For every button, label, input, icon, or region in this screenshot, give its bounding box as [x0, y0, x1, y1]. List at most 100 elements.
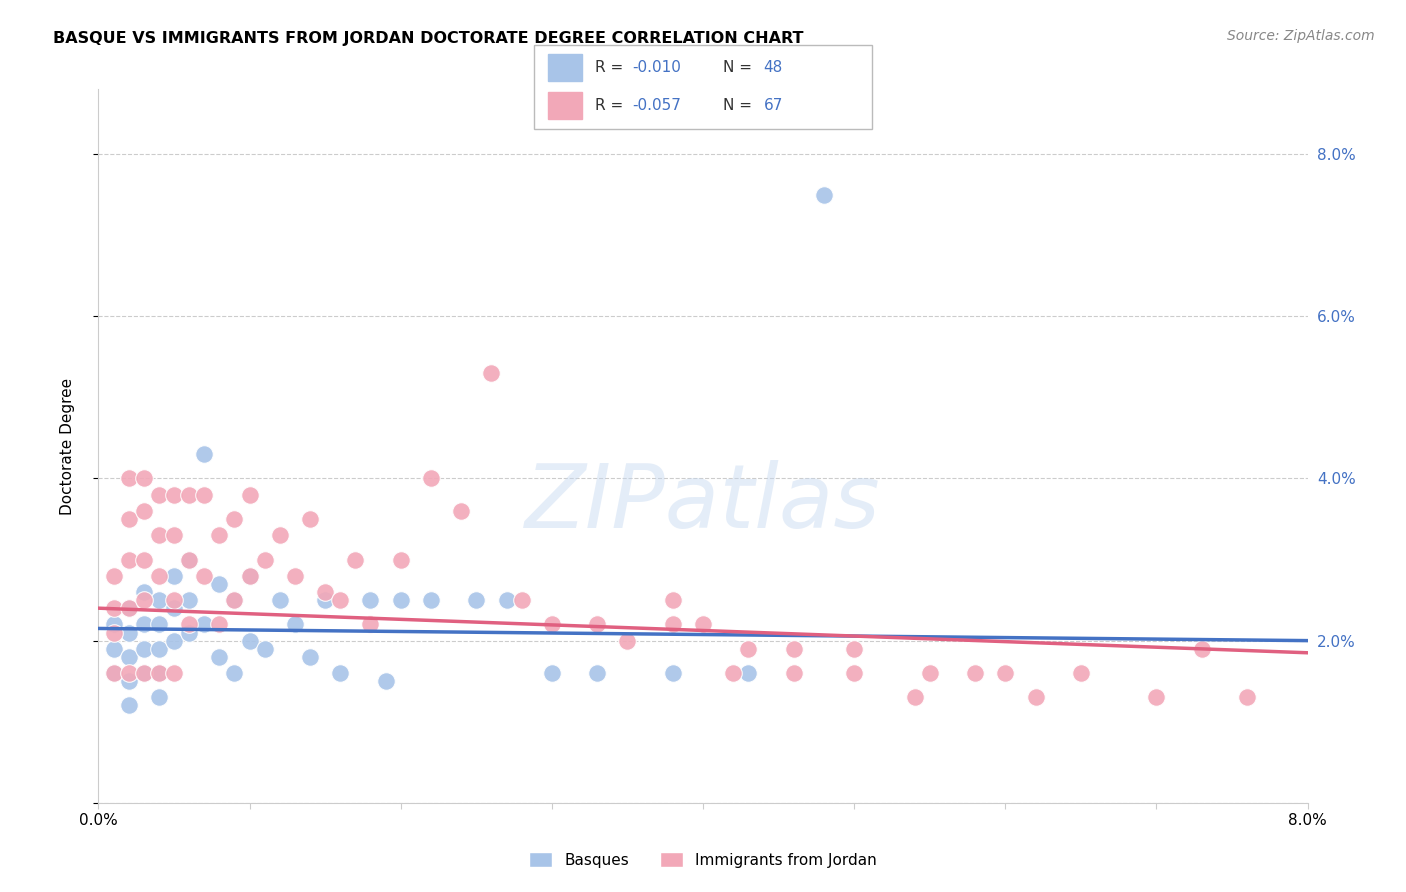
Point	[208, 528, 231, 542]
Point	[253, 552, 276, 566]
Point	[148, 641, 170, 656]
Text: N =: N =	[723, 98, 756, 113]
Point	[163, 666, 186, 681]
Point	[1191, 641, 1213, 656]
Text: BASQUE VS IMMIGRANTS FROM JORDAN DOCTORATE DEGREE CORRELATION CHART: BASQUE VS IMMIGRANTS FROM JORDAN DOCTORA…	[53, 31, 804, 46]
Point	[163, 568, 186, 582]
Point	[163, 601, 186, 615]
Point	[420, 593, 443, 607]
Point	[269, 528, 291, 542]
Point	[661, 593, 683, 607]
Point	[193, 447, 215, 461]
Point	[510, 593, 533, 607]
Point	[224, 666, 246, 681]
Point	[723, 666, 745, 681]
Point	[540, 666, 562, 681]
Point	[103, 601, 125, 615]
Point	[148, 488, 170, 502]
Point	[132, 585, 155, 599]
Point	[329, 593, 352, 607]
Point	[844, 641, 866, 656]
Point	[224, 593, 246, 607]
FancyBboxPatch shape	[534, 45, 872, 129]
Bar	[548, 54, 582, 81]
Point	[314, 593, 336, 607]
Point	[813, 187, 835, 202]
Point	[103, 625, 125, 640]
Point	[692, 617, 714, 632]
Point	[465, 593, 488, 607]
Text: N =: N =	[723, 60, 756, 75]
Point	[253, 641, 276, 656]
Text: -0.010: -0.010	[633, 60, 681, 75]
Point	[103, 568, 125, 582]
Point	[179, 552, 201, 566]
Point	[103, 666, 125, 681]
Point	[193, 617, 215, 632]
Point	[965, 666, 987, 681]
Text: -0.057: -0.057	[633, 98, 681, 113]
Point	[1236, 690, 1258, 705]
Point	[737, 666, 759, 681]
Point	[224, 593, 246, 607]
Point	[389, 552, 412, 566]
Point	[163, 528, 186, 542]
Point	[148, 568, 170, 582]
Point	[344, 552, 367, 566]
Point	[495, 593, 517, 607]
Point	[103, 666, 125, 681]
Point	[1070, 666, 1092, 681]
Point	[389, 593, 412, 607]
Point	[994, 666, 1017, 681]
Point	[132, 552, 155, 566]
Point	[360, 617, 382, 632]
Point	[179, 593, 201, 607]
Point	[132, 617, 155, 632]
Point	[783, 666, 806, 681]
Point	[132, 666, 155, 681]
Point	[540, 617, 562, 632]
Point	[661, 666, 683, 681]
Point	[586, 617, 609, 632]
Point	[179, 488, 201, 502]
Point	[118, 698, 141, 713]
Point	[481, 366, 503, 380]
Text: R =: R =	[595, 98, 628, 113]
Bar	[548, 92, 582, 120]
Point	[284, 568, 307, 582]
Point	[239, 633, 262, 648]
Y-axis label: Doctorate Degree: Doctorate Degree	[60, 377, 75, 515]
Point	[148, 617, 170, 632]
Point	[450, 504, 472, 518]
Point	[132, 471, 155, 485]
Point	[1025, 690, 1047, 705]
Text: R =: R =	[595, 60, 628, 75]
Legend: Basques, Immigrants from Jordan: Basques, Immigrants from Jordan	[523, 846, 883, 873]
Point	[329, 666, 352, 681]
Point	[420, 471, 443, 485]
Point	[103, 617, 125, 632]
Point	[193, 568, 215, 582]
Point	[239, 488, 262, 502]
Point	[616, 633, 638, 648]
Point	[783, 641, 806, 656]
Point	[284, 617, 307, 632]
Point	[1146, 690, 1168, 705]
Point	[904, 690, 927, 705]
Point	[208, 617, 231, 632]
Point	[179, 617, 201, 632]
Point	[148, 528, 170, 542]
Point	[179, 625, 201, 640]
Text: Source: ZipAtlas.com: Source: ZipAtlas.com	[1227, 29, 1375, 43]
Point	[844, 666, 866, 681]
Text: 48: 48	[763, 60, 783, 75]
Point	[118, 552, 141, 566]
Point	[132, 666, 155, 681]
Point	[193, 488, 215, 502]
Point	[118, 601, 141, 615]
Point	[163, 488, 186, 502]
Point	[661, 617, 683, 632]
Point	[103, 641, 125, 656]
Point	[132, 504, 155, 518]
Point	[118, 674, 141, 689]
